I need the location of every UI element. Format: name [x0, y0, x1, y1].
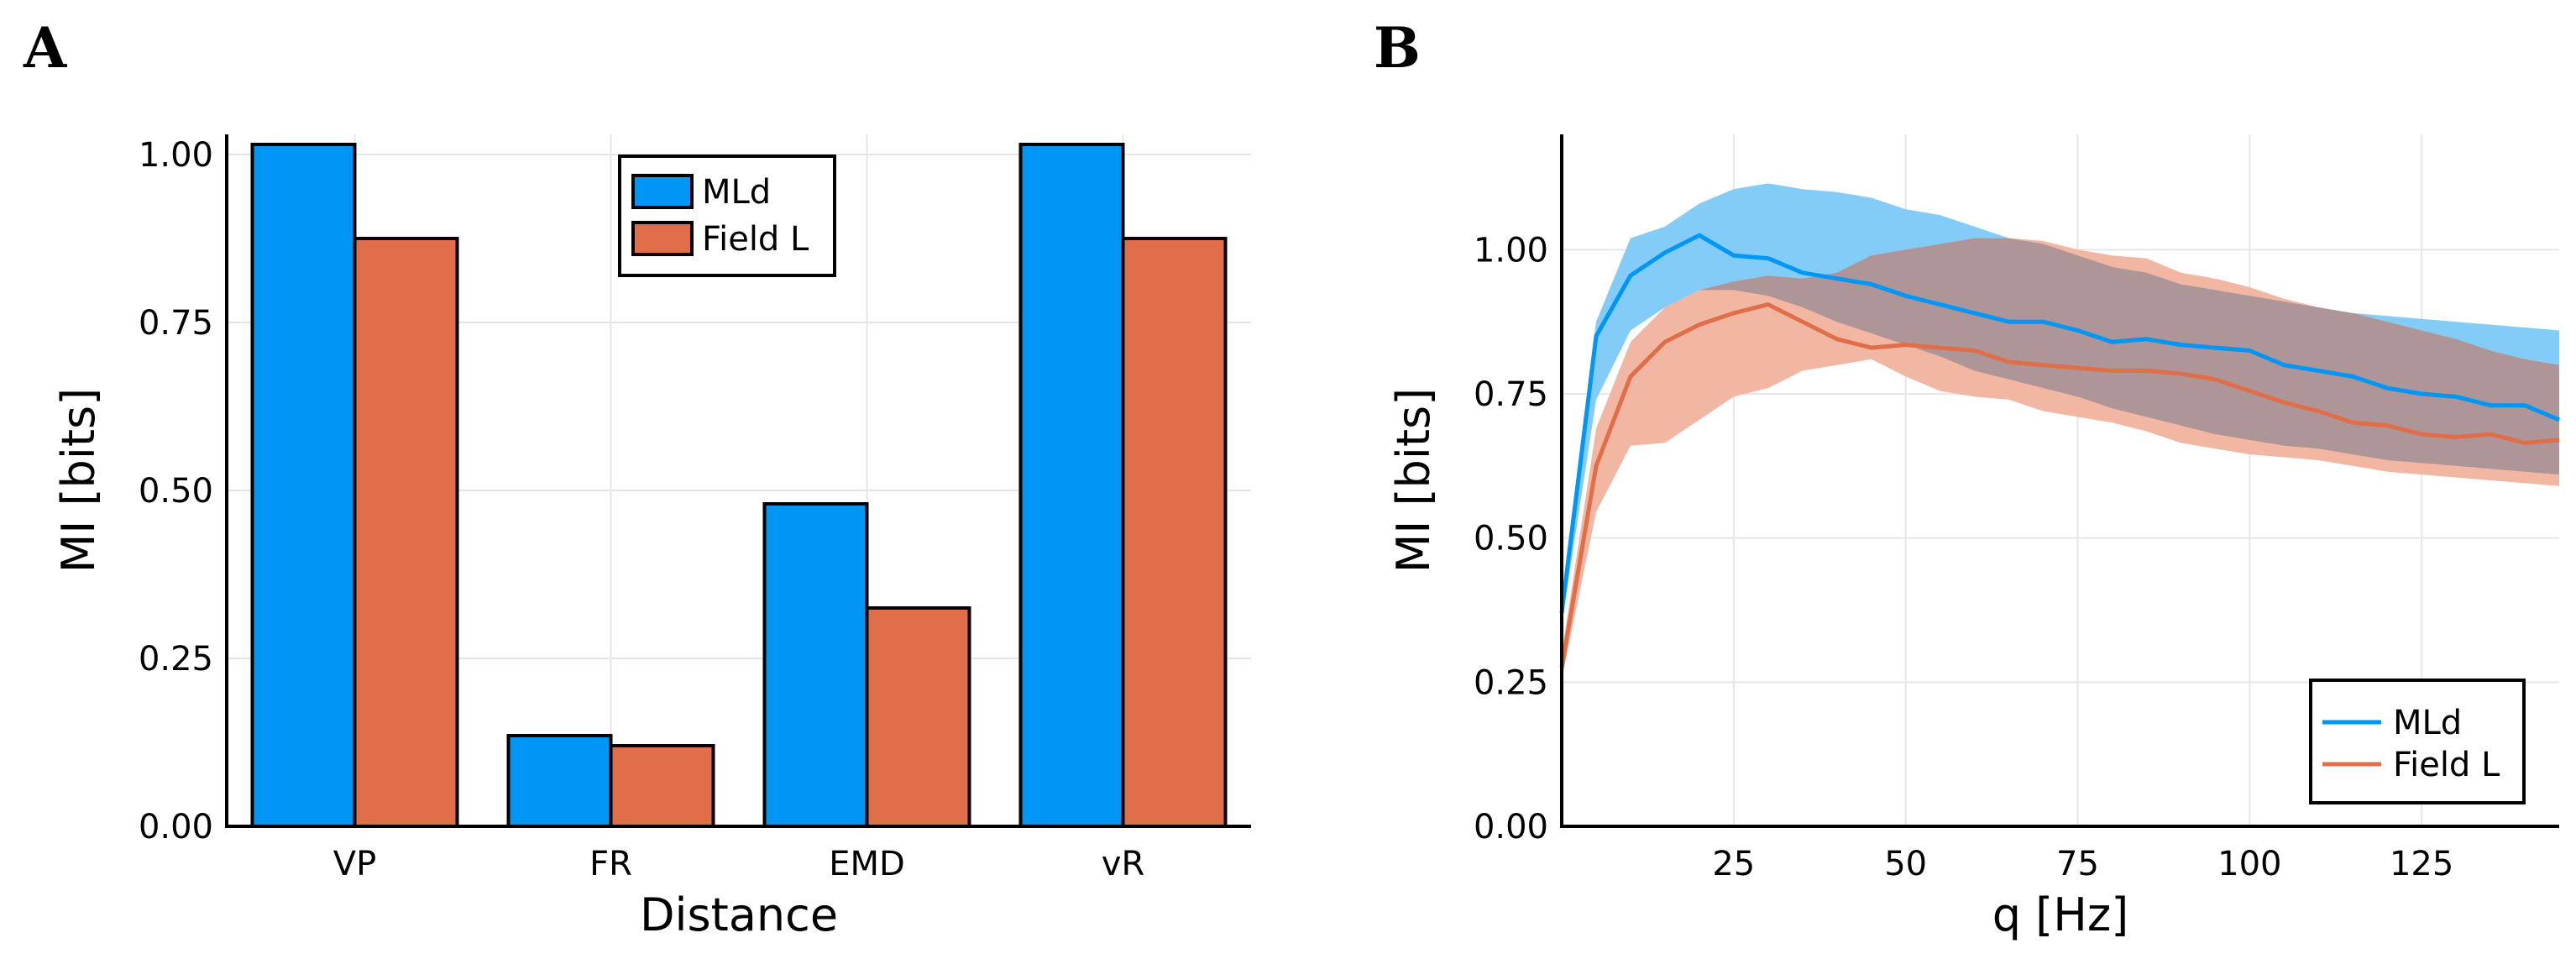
legend-label-mld: MLd [702, 173, 771, 212]
y-tick-label: 0.00 [139, 808, 213, 846]
x-ticks-a: VP FR EMD vR [333, 845, 1144, 883]
panel-label-b: B [1374, 15, 1421, 81]
y-tick-label: 0.25 [1474, 663, 1548, 702]
y-tick-label: 1.00 [1474, 231, 1548, 270]
y-ticks-b: 0.00 0.25 0.50 0.75 1.00 [1474, 231, 1548, 846]
legend-b: MLd Field L [2309, 679, 2526, 804]
y-axis-title-b: MI [bits] [1387, 388, 1440, 573]
y-tick-label: 0.50 [1474, 520, 1548, 558]
bar-fr-mld [506, 734, 613, 828]
legend-label-mld-b: MLd [2393, 704, 2462, 742]
axes-b [1560, 134, 2559, 828]
y-tick-label: 0.25 [139, 640, 213, 679]
y-tick-label: 1.00 [139, 136, 213, 175]
series-lines [1559, 233, 2560, 668]
bar-vr-mld [1018, 143, 1125, 828]
confidence-bands [1562, 183, 2559, 679]
bar-chart-panel-a: 0.000.250.500.751.00 VP FR EMD vR Distance … [52, 134, 1251, 941]
y-tick-label: 0.75 [1474, 375, 1548, 414]
bar-emd-field-l [865, 606, 971, 828]
panel-label-a: A [23, 15, 67, 81]
axes-a [225, 134, 1251, 828]
x-tick-label: 50 [1884, 845, 1927, 883]
x-tick-label: 125 [2390, 845, 2453, 883]
legend-swatch-mld [631, 174, 694, 209]
bar-vr-field-l [1121, 237, 1228, 828]
bar-vp-field-l [353, 237, 459, 828]
x-tick-label: EMD [829, 845, 905, 883]
line-chart-panel-b: 0.00 0.25 0.50 0.75 1.00 25 50 75 100 125 q [Hz]… [1387, 134, 2560, 941]
y-tick-label: 0.50 [139, 472, 213, 511]
bar-vp-mld [250, 143, 357, 828]
legend-box-b [2309, 679, 2526, 804]
line-mld [1559, 233, 2560, 614]
y-tick-label: 0.75 [139, 304, 213, 343]
y-tick-label: 0.00 [1474, 808, 1548, 846]
legend-a: MLd Field L [618, 155, 836, 277]
bar-fr-field-l [609, 744, 715, 828]
y-ticks-a: 0.00 0.25 0.50 0.75 1.00 [139, 136, 213, 846]
x-tick-label: vR [1102, 845, 1144, 883]
x-tick-label: VP [333, 845, 376, 883]
x-axis-title-b: q [Hz] [1992, 888, 2129, 941]
x-tick-label: 100 [2217, 845, 2281, 883]
x-ticks-b: 25 50 75 100 125 [1712, 845, 2453, 883]
x-axis-title-a: Distance [640, 888, 838, 941]
legend-label-field-l: Field L [702, 220, 809, 259]
bars-a [250, 143, 1228, 828]
x-tick-label: 25 [1712, 845, 1755, 883]
line-field-l [1559, 302, 2560, 668]
x-tick-label: FR [589, 845, 632, 883]
x-tick-label: 75 [2056, 845, 2099, 883]
legend-label-field-l-b: Field L [2393, 746, 2500, 784]
legend-swatch-field-l [631, 221, 694, 256]
y-axis-title-a: MI [bits] [52, 388, 105, 573]
bar-emd-mld [762, 502, 869, 828]
